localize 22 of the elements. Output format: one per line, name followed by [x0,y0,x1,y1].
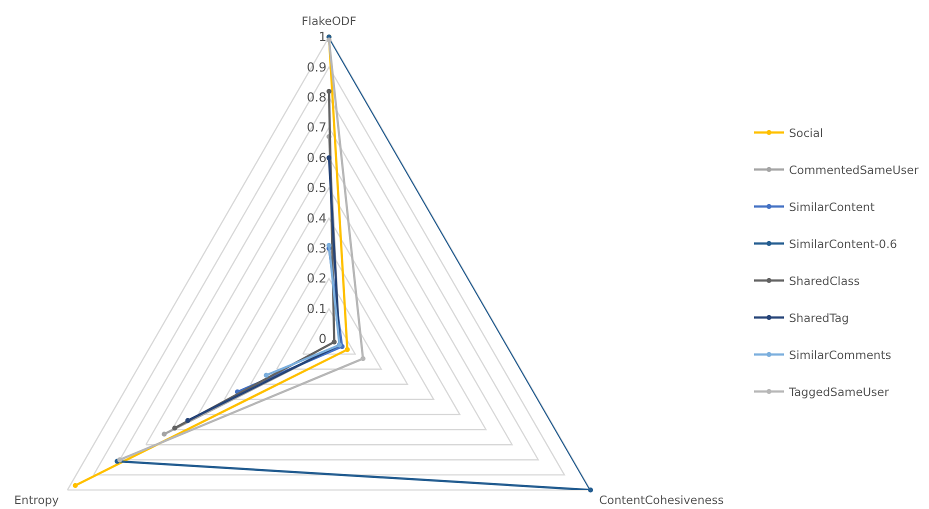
y-tick-label: 0.2 [306,270,327,286]
y-tick-label: 0.7 [306,120,327,135]
legend-label: SimilarContent-0.6 [789,236,898,251]
legend-label: Social [789,126,824,140]
y-tick-label: 0.9 [306,59,327,74]
y-tick-label: 0.8 [306,89,327,104]
y-tick-label: 0.6 [306,150,327,165]
legend-label: SharedClass [789,274,860,288]
legend-label: TaggedSameUser [788,384,890,399]
legend-label: CommentedSameUser [789,162,919,177]
legend-label: SimilarComments [789,348,892,362]
legend-label: SimilarContent [789,200,876,214]
y-tick-label: 0 [318,331,327,346]
y-tick-label: 0.3 [306,240,327,256]
y-tick-label: 0.4 [306,210,327,226]
legend-label: SharedTag [789,310,849,325]
spoke-label: FlakeODF [302,14,356,28]
spoke-label: Entropy [14,493,60,508]
y-tick-label: 1 [318,29,327,44]
y-tick-label: 0.5 [306,180,327,196]
spoke-label: ContentCohesiveness [599,493,724,508]
y-tick-label: 0.1 [306,300,327,316]
